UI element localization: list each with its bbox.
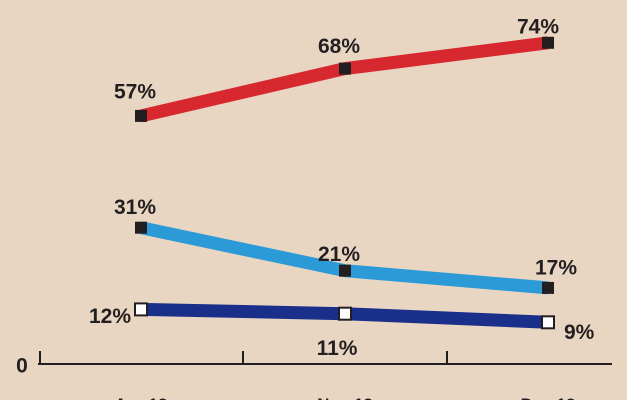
series-3-marker-1 [134, 302, 148, 317]
series-2-marker-2 [339, 264, 351, 277]
series-1-marker-1 [135, 109, 147, 122]
series-2-marker-1 [135, 221, 147, 234]
x-tick-label-3: Dec 13 [521, 395, 576, 400]
data-label-3-2: 11% [317, 337, 358, 360]
series-1-marker-2 [339, 62, 351, 75]
x-tick-label-1: Apr 13 [115, 395, 168, 400]
series-3-marker-3 [541, 315, 555, 330]
data-label-1-3: 74% [517, 15, 559, 38]
data-label-3-3: 9% [564, 321, 595, 344]
data-label-3-1: 12% [89, 305, 131, 328]
data-labels: 57% 68% 74% 31% 21% 17% 12% 11% 9% [89, 15, 595, 360]
series-layer [134, 36, 555, 330]
series-2-marker-3 [542, 281, 554, 294]
data-label-2-3: 17% [535, 256, 577, 279]
data-label-2-1: 31% [114, 196, 156, 219]
x-tick-label-2: Nov 13 [317, 395, 373, 400]
data-label-2-2: 21% [318, 243, 360, 266]
series-3-marker-2 [338, 306, 352, 321]
x-axis: 0 Apr 13 Nov 13 Dec 13 [16, 351, 612, 400]
series-1-marker-3 [542, 36, 554, 49]
data-label-1-2: 68% [318, 35, 360, 58]
data-label-1-1: 57% [114, 80, 156, 103]
y-tick-label-zero: 0 [16, 355, 28, 378]
